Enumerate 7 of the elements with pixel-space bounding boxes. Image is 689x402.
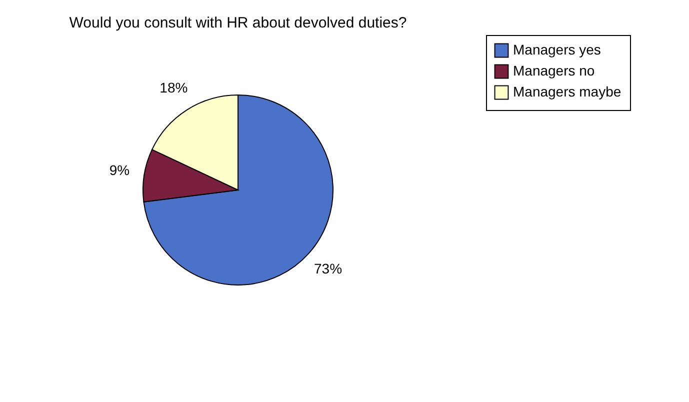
data-label: 18% bbox=[160, 80, 188, 96]
legend-label: Managers no bbox=[513, 62, 595, 78]
legend-label: Managers yes bbox=[513, 42, 601, 58]
data-label: 73% bbox=[314, 260, 342, 276]
legend-label: Managers maybe bbox=[513, 84, 622, 100]
data-label: 9% bbox=[109, 162, 130, 178]
chart-title: Would you consult with HR about devolved duties? bbox=[69, 14, 407, 32]
